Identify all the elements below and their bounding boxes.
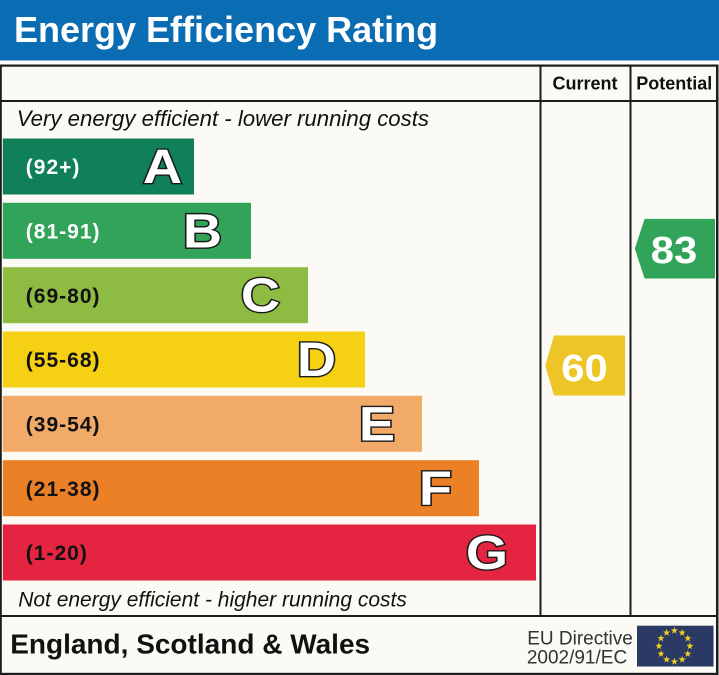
svg-text:G: G xyxy=(466,526,508,579)
svg-text:Not energy efficient - higher: Not energy efficient - higher running co… xyxy=(18,589,407,612)
svg-text:(81-91): (81-91) xyxy=(26,221,101,244)
svg-text:2002/91/EC: 2002/91/EC xyxy=(527,648,627,669)
svg-text:(69-80): (69-80) xyxy=(26,285,101,308)
svg-text:E: E xyxy=(359,397,395,450)
svg-text:(1-20): (1-20) xyxy=(26,542,88,565)
svg-text:83: 83 xyxy=(651,230,698,272)
svg-text:Current: Current xyxy=(552,74,617,94)
svg-text:(39-54): (39-54) xyxy=(26,413,101,436)
svg-text:Very energy efficient - lower: Very energy efficient - lower running co… xyxy=(17,106,429,131)
svg-text:B: B xyxy=(183,204,222,257)
svg-text:F: F xyxy=(419,462,452,515)
svg-text:(92+): (92+) xyxy=(26,156,81,179)
svg-text:60: 60 xyxy=(561,348,608,390)
svg-text:England, Scotland & Wales: England, Scotland & Wales xyxy=(10,629,370,660)
svg-text:D: D xyxy=(297,333,336,386)
svg-text:Potential: Potential xyxy=(636,74,712,94)
svg-text:A: A xyxy=(143,140,182,193)
svg-text:(55-68): (55-68) xyxy=(26,349,101,372)
svg-text:C: C xyxy=(241,269,280,322)
svg-text:(21-38): (21-38) xyxy=(26,478,101,501)
svg-text:EU Directive: EU Directive xyxy=(527,629,633,650)
svg-text:Energy Efficiency Rating: Energy Efficiency Rating xyxy=(14,9,438,50)
